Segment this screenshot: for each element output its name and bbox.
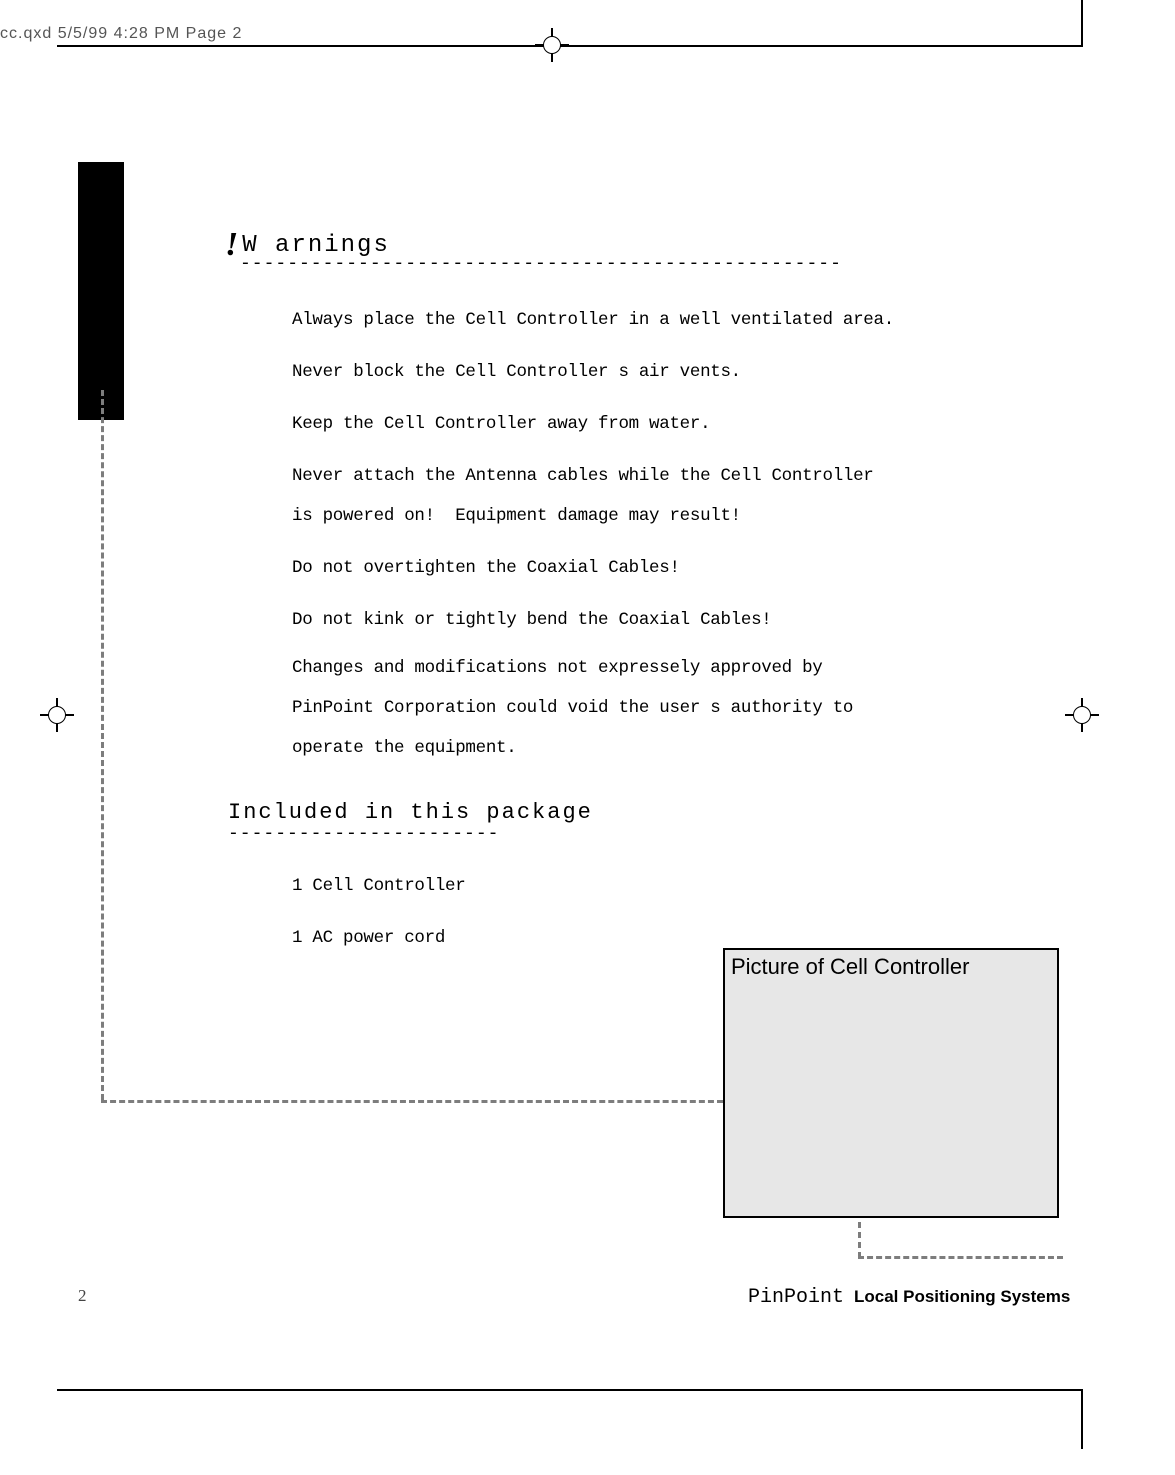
- warning-line: Never attach the Antenna cables while th…: [292, 456, 874, 536]
- page-number: 2: [78, 1286, 87, 1306]
- heading-underline: -----------------------: [228, 824, 499, 844]
- warning-line: Never block the Cell Controller s air ve…: [292, 352, 741, 392]
- footer-brand: PinPoint: [748, 1286, 844, 1309]
- footer-tagline: Local Positioning Systems: [854, 1287, 1070, 1307]
- warning-line: Do not kink or tightly bend the Coaxial …: [292, 600, 771, 640]
- registration-mark-icon: [535, 28, 569, 62]
- picture-placeholder-label: Picture of Cell Controller: [731, 954, 969, 980]
- warning-line: Changes and modifications not expressely…: [292, 648, 853, 768]
- warning-line: Keep the Cell Controller away from water…: [292, 404, 710, 444]
- heading-underline: ----------------------------------------…: [240, 254, 842, 274]
- warning-line: Always place the Cell Controller in a we…: [292, 300, 894, 340]
- dashed-guide-horizontal: [101, 1100, 723, 1103]
- warning-line: Do not overtighten the Coaxial Cables!: [292, 548, 680, 588]
- page-tab-marker: [78, 162, 124, 420]
- crop-mark: [1081, 0, 1083, 47]
- crop-mark: [57, 1389, 1082, 1391]
- package-item: 1 AC power cord: [292, 928, 445, 948]
- print-slug: cc.qxd 5/5/99 4:28 PM Page 2: [0, 25, 242, 43]
- dashed-guide-horizontal: [858, 1256, 1063, 1259]
- picture-placeholder: Picture of Cell Controller: [723, 948, 1059, 1218]
- crop-mark: [1081, 1389, 1083, 1449]
- dashed-guide-vertical: [858, 1222, 861, 1258]
- included-heading: Included in this package: [228, 800, 593, 825]
- exclamation-icon: !: [225, 226, 240, 263]
- crop-mark: [57, 45, 1082, 47]
- dashed-guide-vertical: [101, 390, 104, 1100]
- registration-mark-icon: [40, 698, 74, 732]
- registration-mark-icon: [1065, 698, 1099, 732]
- package-item: 1 Cell Controller: [292, 876, 465, 896]
